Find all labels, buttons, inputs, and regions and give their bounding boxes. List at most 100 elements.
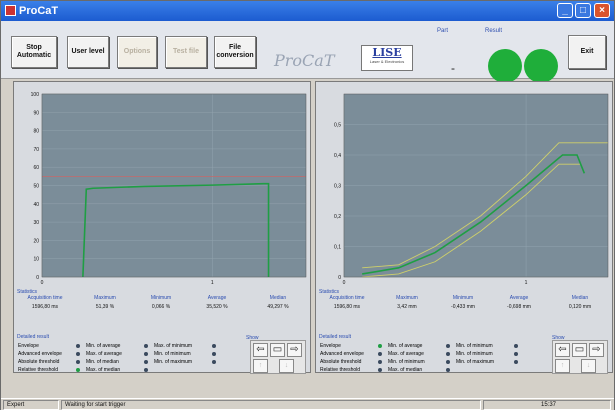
- arrow-right-icon[interactable]: ⇨: [589, 343, 604, 357]
- stat-label: Average: [494, 295, 544, 301]
- right-eval-item[interactable]: Min. of minimum: [388, 358, 452, 365]
- left-eval-label: Min. of average: [86, 343, 120, 349]
- left-eval-label: Max. of minimum: [154, 343, 192, 349]
- status-message: Waiting for start trigger: [61, 400, 481, 410]
- left-y-tick: 30: [33, 220, 39, 226]
- left-eval-label: Advanced envelope: [18, 351, 62, 357]
- left-y-tick: 60: [33, 165, 39, 171]
- right-eval-item[interactable]: Advanced envelope: [320, 350, 384, 357]
- right-eval-label: Advanced envelope: [320, 351, 364, 357]
- arrow-right-icon[interactable]: ⇨: [287, 343, 302, 357]
- left-stat-average: Average 35,520 %: [192, 295, 242, 310]
- user-level-button[interactable]: User level: [67, 36, 109, 68]
- left-eval-indicator: [144, 368, 148, 372]
- right-x-tick: 1: [525, 280, 528, 286]
- left-eval-indicator: [144, 352, 148, 356]
- right-eval-indicator: [514, 360, 518, 364]
- logo-subtext: Laser & Electronics: [362, 59, 412, 64]
- left-stat-acquisition: Acquisition time 1596,80 ms: [18, 295, 72, 310]
- view-rect-icon[interactable]: ▭: [572, 343, 587, 357]
- left-eval-item[interactable]: Envelope: [18, 342, 82, 349]
- test-file-button[interactable]: Test file: [165, 36, 207, 68]
- left-eval-item[interactable]: Max. of average: [86, 350, 150, 357]
- left-stat-median: Median 49,297 %: [250, 295, 306, 310]
- stat-label: Maximum: [80, 295, 130, 301]
- left-eval-indicator: [144, 360, 148, 364]
- stop-automatic-button[interactable]: Stop Automatic: [11, 36, 57, 68]
- file-conversion-button[interactable]: File conversion: [214, 36, 256, 68]
- right-eval-indicator: [446, 344, 450, 348]
- app-icon: [5, 5, 16, 16]
- right-eval-item[interactable]: Min. of average: [388, 342, 452, 349]
- right-eval-item[interactable]: Envelope: [320, 342, 384, 349]
- left-eval-item[interactable]: Absolute threshold: [18, 358, 82, 365]
- stat-label: Average: [192, 295, 242, 301]
- left-panel: 0 10 20 30 40 50 60 70 80 90 100 0 1 Statistics Acqu…: [13, 81, 311, 373]
- result-indicator-2: [524, 49, 558, 83]
- left-eval-indicator: [76, 344, 80, 348]
- stat-value: 1596,80 ms: [18, 304, 72, 310]
- right-eval-label: Absolute threshold: [320, 359, 361, 365]
- part-value: -: [451, 61, 455, 75]
- right-eval-title: Detailed result: [319, 334, 351, 340]
- result-indicator-1: [488, 49, 522, 83]
- left-eval-indicator: [144, 344, 148, 348]
- left-eval-title: Detailed result: [17, 334, 49, 340]
- exit-button[interactable]: Exit: [568, 35, 606, 69]
- arrow-down-icon[interactable]: ↓: [581, 359, 596, 373]
- left-eval-item[interactable]: Min. of median: [86, 358, 150, 365]
- right-eval-label: Max. of median: [388, 367, 422, 373]
- right-stat-maximum: Maximum 3,42 mm: [382, 295, 432, 310]
- left-eval-indicator: [212, 344, 216, 348]
- right-eval-item[interactable]: Relative threshold: [320, 366, 384, 373]
- stat-value: 3,42 mm: [382, 304, 432, 310]
- right-eval-item[interactable]: Min. of minimum: [456, 342, 520, 349]
- options-button[interactable]: Options: [117, 36, 157, 68]
- left-eval-indicator: [76, 360, 80, 364]
- left-eval-item[interactable]: Relative threshold: [18, 366, 82, 373]
- status-mode: Expert: [3, 400, 59, 410]
- left-show-box: ⇦ ▭ ⇨ ↑ ↓: [250, 340, 306, 374]
- stat-value: 1596,80 ms: [320, 304, 374, 310]
- left-eval-item[interactable]: Max. of median: [86, 366, 150, 373]
- left-eval-item[interactable]: Min. of maximum: [154, 358, 218, 365]
- left-y-tick: 70: [33, 147, 39, 153]
- stat-value: 51,39 %: [80, 304, 130, 310]
- right-eval-item[interactable]: Max. of average: [388, 350, 452, 357]
- arrow-left-icon[interactable]: ⇦: [555, 343, 570, 357]
- left-eval-item[interactable]: Min. of average: [86, 342, 150, 349]
- stat-value: -0,698 mm: [494, 304, 544, 310]
- left-eval-indicator: [212, 360, 216, 364]
- close-button[interactable]: ×: [594, 3, 610, 18]
- right-eval-label: Max. of average: [388, 351, 424, 357]
- maximize-button[interactable]: □: [575, 3, 591, 18]
- right-stat-median: Median 0,120 mm: [552, 295, 608, 310]
- right-panel: 0 0,1 0,2 0,3 0,4 0,5 0 1 Statistics Acquisitio…: [315, 81, 613, 373]
- right-chart: 0 0,1 0,2 0,3 0,4 0,5 0 1: [316, 82, 614, 287]
- left-y-tick: 10: [33, 257, 39, 263]
- right-eval-item[interactable]: Max. of median: [388, 366, 452, 373]
- right-eval-item[interactable]: Absolute threshold: [320, 358, 384, 365]
- arrow-up-icon[interactable]: ↑: [253, 359, 268, 373]
- left-stat-minimum: Minimum 0,066 %: [136, 295, 186, 310]
- arrow-left-icon[interactable]: ⇦: [253, 343, 268, 357]
- right-y-tick: 0,2: [334, 214, 341, 220]
- arrow-down-icon[interactable]: ↓: [279, 359, 294, 373]
- right-eval-item[interactable]: Min. of minimum: [456, 350, 520, 357]
- right-eval-label: Relative threshold: [320, 367, 360, 373]
- title-bar: ProCaT _ □ ×: [1, 1, 614, 21]
- right-eval-item[interactable]: Min. of maximum: [456, 358, 520, 365]
- right-show-box: ⇦ ▭ ⇨ ↑ ↓: [552, 340, 608, 374]
- left-eval-item[interactable]: Min. of minimum: [154, 350, 218, 357]
- arrow-up-icon[interactable]: ↑: [555, 359, 570, 373]
- left-eval-item[interactable]: Max. of minimum: [154, 342, 218, 349]
- left-y-tick: 40: [33, 202, 39, 208]
- toolbar: Stop Automatic User level Options Test f…: [1, 21, 614, 79]
- right-eval-label: Envelope: [320, 343, 341, 349]
- right-eval-label: Min. of maximum: [456, 359, 494, 365]
- right-eval-label: Min. of average: [388, 343, 422, 349]
- minimize-button[interactable]: _: [557, 3, 573, 18]
- left-eval-item[interactable]: Advanced envelope: [18, 350, 82, 357]
- stat-value: -0,433 mm: [438, 304, 488, 310]
- view-rect-icon[interactable]: ▭: [270, 343, 285, 357]
